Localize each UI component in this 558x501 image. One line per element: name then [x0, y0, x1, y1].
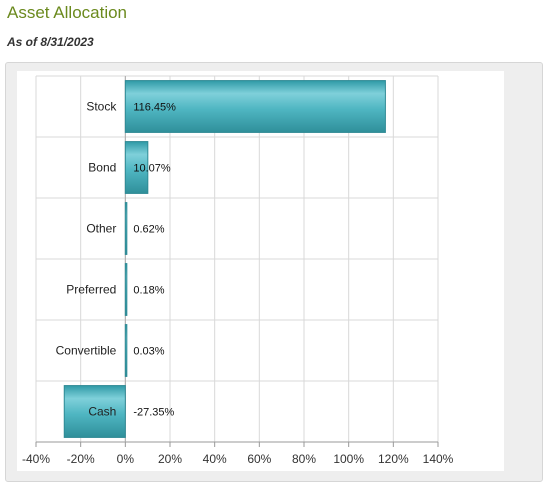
bar-cash [63, 385, 126, 438]
x-tick-label: 140% [423, 452, 454, 466]
category-label: Other [86, 222, 116, 236]
x-tick-label: -20% [67, 452, 95, 466]
category-label: Convertible [56, 344, 117, 358]
value-label: 10.07% [133, 163, 171, 175]
x-tick-label: 0% [117, 452, 135, 466]
bar-bond [124, 141, 149, 194]
as-of-date: As of 8/31/2023 [7, 35, 94, 49]
x-tick-label: 120% [378, 452, 409, 466]
x-tick-label: 20% [158, 452, 182, 466]
category-label: Stock [86, 100, 117, 114]
value-label: 0.18% [133, 285, 164, 297]
bar-convertible [124, 324, 128, 377]
x-tick-label: 100% [333, 452, 364, 466]
value-label: 116.45% [133, 102, 176, 114]
bar-other [124, 202, 128, 255]
bar-stock [124, 80, 386, 133]
x-tick-label: 40% [203, 452, 227, 466]
section-title: Asset Allocation [7, 3, 128, 22]
x-tick-label: -40% [22, 452, 50, 466]
category-label: Preferred [66, 283, 116, 297]
category-label: Cash [88, 405, 116, 419]
value-label: 0.62% [133, 224, 164, 236]
bar-preferred [124, 263, 128, 316]
x-tick-label: 60% [247, 452, 271, 466]
category-label: Bond [88, 161, 116, 175]
x-tick-label: 80% [292, 452, 316, 466]
value-label: 0.03% [133, 346, 164, 358]
value-label: -27.35% [133, 407, 174, 419]
